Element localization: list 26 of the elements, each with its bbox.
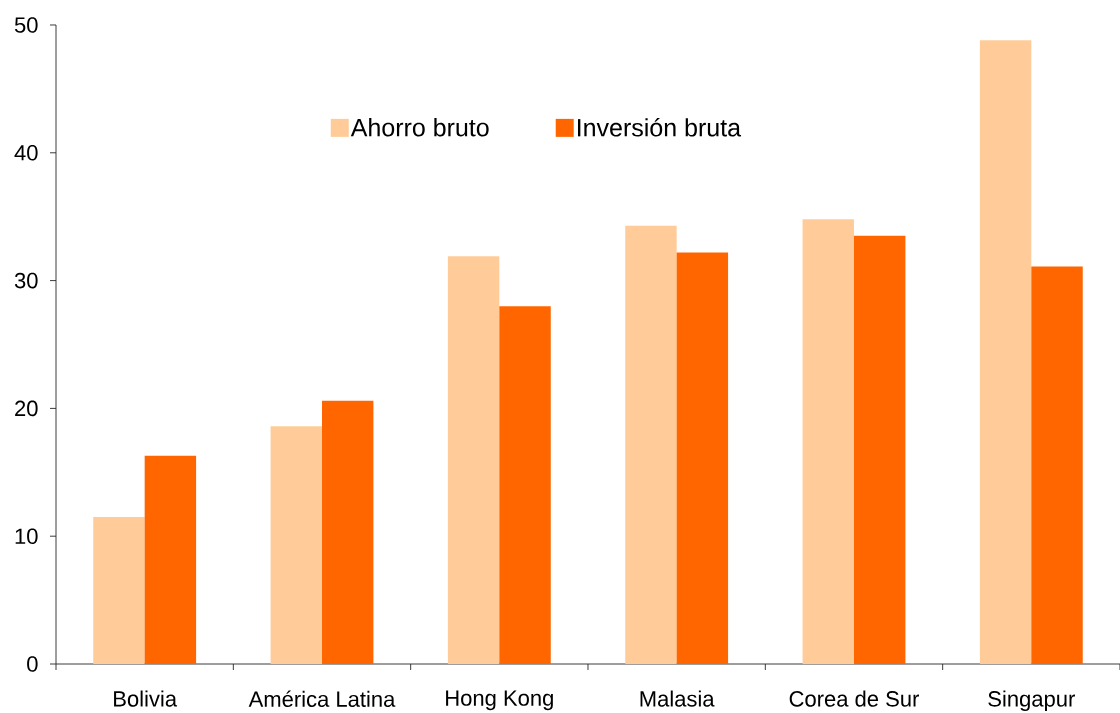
legend-label: Inversión bruta [578, 117, 742, 137]
bar [853, 235, 906, 664]
bar [676, 252, 729, 664]
bar [1031, 266, 1083, 664]
bar [144, 455, 197, 664]
bar [270, 426, 322, 664]
legend-label: Ahorro bruto [350, 118, 489, 137]
bar [499, 306, 551, 664]
x-tick-label: América Latina [248, 690, 396, 707]
y-tick-label: 40 [14, 145, 38, 161]
bar [625, 225, 677, 664]
bar [322, 400, 374, 664]
y-tick-label: 30 [14, 272, 38, 289]
bar [979, 40, 1032, 664]
x-tick-label: Bolivia [114, 690, 178, 707]
bar [802, 219, 854, 664]
y-tick-label: 0 [27, 656, 38, 672]
y-tick-label: 10 [15, 528, 38, 544]
x-tick-label: Corea de Sur [789, 690, 920, 707]
y-tick-label: 20 [15, 400, 38, 417]
y-tick-label: 50 [14, 17, 38, 33]
x-tick-label: Hong Kong [446, 690, 553, 711]
x-tick-label: Malasia [640, 690, 715, 707]
bar [447, 256, 500, 664]
bar [93, 517, 145, 664]
x-tick-label: Singapur [988, 690, 1075, 712]
